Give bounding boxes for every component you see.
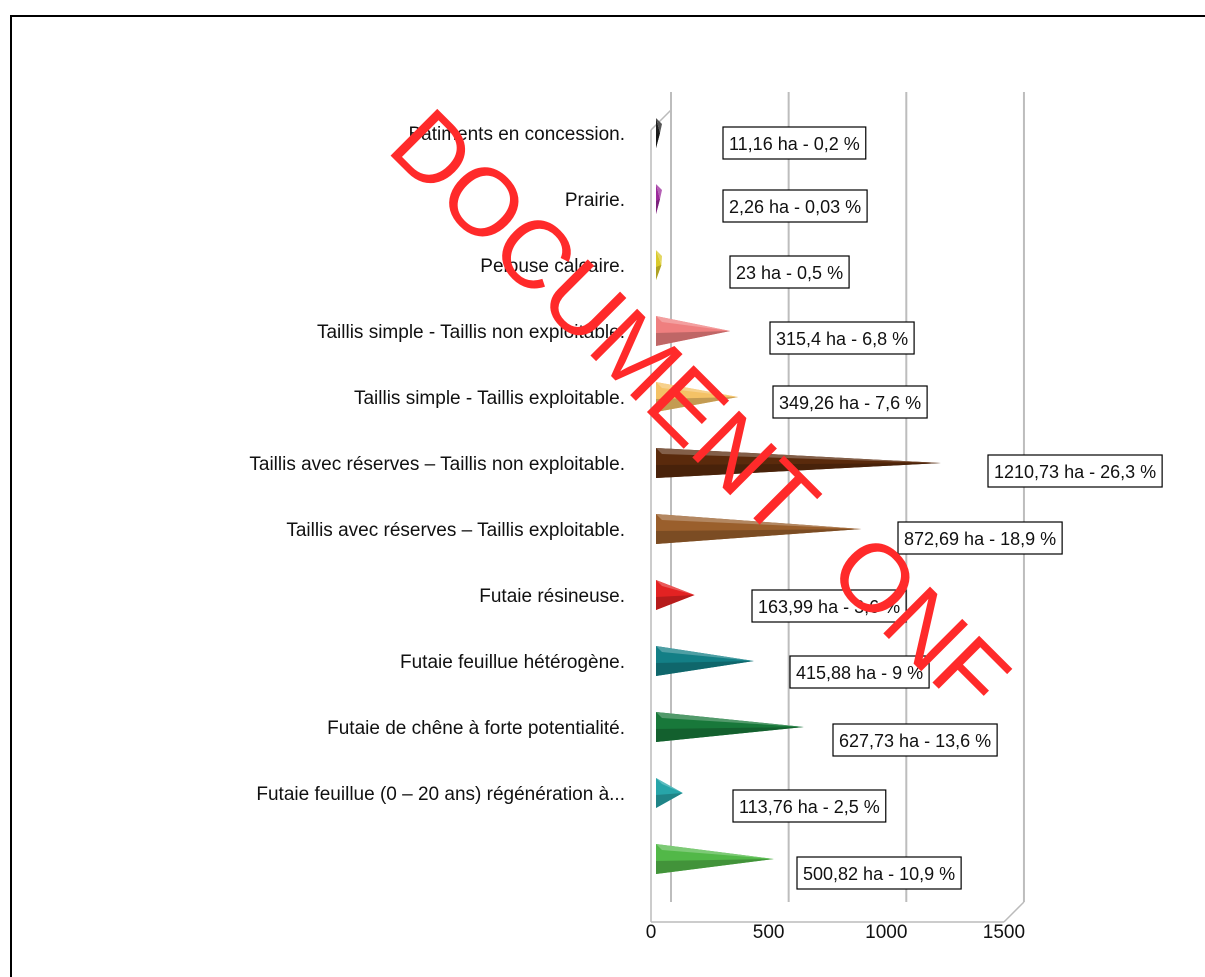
category-label: Futaie feuillue (0 – 20 ans) régénératio… [256, 784, 625, 805]
data-label-box [897, 521, 1063, 555]
data-label-box [729, 255, 850, 289]
bar-cone-shadow [656, 859, 774, 874]
data-label-box [987, 454, 1163, 488]
gridlines [650, 92, 1025, 923]
category-label: Prairie. [565, 190, 625, 211]
bar-cone-shadow [656, 265, 662, 280]
bar-cone [656, 382, 739, 412]
bar-cone-highlight [656, 250, 662, 265]
data-label: 2,26 ha - 0,03 % [729, 197, 861, 217]
x-tick-label: 500 [753, 922, 785, 942]
data-label-box [832, 723, 998, 757]
bar-cone-shadow [656, 595, 695, 610]
x-axis-line-depth [1003, 901, 1025, 923]
data-label-box [732, 789, 887, 823]
bar-cone-shadow [656, 133, 660, 148]
category-label: Taillis simple - Taillis exploitable. [354, 388, 625, 409]
bar-cone-shadow [656, 463, 941, 478]
bar-cone-highlight [656, 382, 739, 397]
bar-cone-highlight [656, 316, 731, 331]
bar-cone-highlight [656, 712, 804, 727]
bar-cone-highlight [656, 514, 862, 529]
data-label-box [722, 126, 867, 160]
data-label-box [751, 589, 907, 623]
bar-cone-highlight [656, 118, 662, 133]
data-label: 500,82 ha - 10,9 % [803, 864, 955, 884]
bar-cone-highlight [656, 844, 774, 859]
data-label: 349,26 ha - 7,6 % [779, 393, 921, 413]
bar-cone [656, 316, 731, 346]
bar-cone [656, 448, 941, 478]
bar-cone [656, 778, 683, 808]
bar-cone [656, 118, 662, 148]
category-label: Taillis avec réserves – Taillis non expl… [249, 454, 625, 475]
data-label: 11,16 ha - 0,2 % [729, 134, 860, 154]
category-label: Futaie feuillue hétérogène. [400, 652, 625, 673]
data-label: 1210,73 ha - 26,3 % [994, 462, 1156, 482]
data-label-box [796, 856, 962, 890]
bar-cone-shadow [656, 793, 683, 808]
bar-cone-highlight [656, 448, 941, 463]
category-label: Bâtiments en concession. [408, 124, 625, 145]
data-label-box [789, 655, 930, 689]
data-label: 23 ha - 0,5 % [736, 263, 843, 283]
data-label-box [769, 321, 915, 355]
bar-cone-highlight [656, 646, 754, 661]
category-label: Futaie de chêne à forte potentialité. [327, 718, 625, 739]
data-label: 113,76 ha - 2,5 % [739, 797, 880, 817]
axis-wall-top [650, 109, 672, 131]
bar-cone [656, 646, 754, 676]
x-tick-label: 0 [646, 922, 657, 942]
chart-frame [10, 15, 1205, 977]
bar-cone [656, 580, 695, 610]
data-label-box [722, 189, 868, 223]
chart-svg: 0 500 1000 1500 Bâtiments en concession. 11,1… [249, 89, 1163, 942]
bar-cone [656, 712, 804, 742]
bar-cone-shadow [656, 661, 754, 676]
bar-cone-shadow [656, 727, 804, 742]
data-label: 627,73 ha - 13,6 % [839, 731, 991, 751]
bar-cone-shadow [656, 397, 739, 412]
bar-cone [656, 514, 862, 544]
bar-cone-highlight [656, 580, 695, 595]
bar-cone-shadow [656, 199, 660, 214]
category-label: Taillis simple - Taillis non exploitable… [317, 322, 625, 343]
bar-cone-shadow [656, 331, 731, 346]
data-label: 872,69 ha - 18,9 % [904, 529, 1056, 549]
bar-cone [656, 250, 662, 280]
data-label-box [772, 385, 928, 419]
category-label: Futaie résineuse. [479, 586, 625, 607]
data-label: 315,4 ha - 6,8 % [776, 329, 908, 349]
category-label: Pelouse calcaire. [480, 256, 625, 277]
bar-cone-highlight [656, 184, 662, 199]
x-tick-label: 1000 [865, 922, 907, 942]
bar-cone-highlight [656, 778, 683, 793]
bar-cone-shadow [656, 529, 862, 544]
data-label: 415,88 ha - 9 % [796, 663, 923, 683]
bar-cone [656, 184, 662, 214]
data-label: 163,99 ha - 3,6 % [758, 597, 900, 617]
bar-cone [656, 844, 774, 874]
x-tick-label: 1500 [983, 922, 1025, 942]
category-label: Taillis avec réserves – Taillis exploita… [286, 520, 625, 541]
